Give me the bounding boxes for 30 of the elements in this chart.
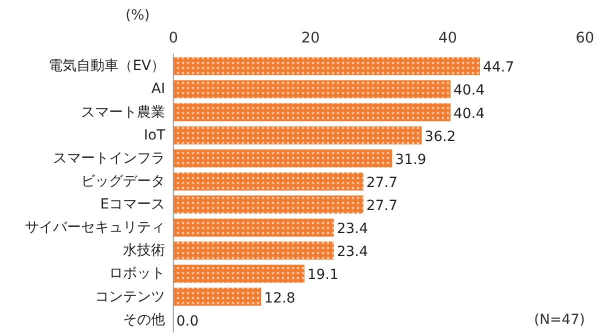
data-label: 27.7 xyxy=(366,174,398,191)
y-tick-label: AI xyxy=(151,81,166,98)
y-tick-label: IoT xyxy=(144,127,166,144)
y-tick-label: その他 xyxy=(123,312,166,328)
y-tick-label: コンテンツ xyxy=(95,288,166,305)
y-tick-label: スマートインフラ xyxy=(53,150,166,166)
data-label: 36.2 xyxy=(424,128,456,145)
data-label: 0.0 xyxy=(176,313,199,330)
data-label: 40.4 xyxy=(453,82,485,99)
x-tick-label: 0 xyxy=(168,30,178,46)
x-tick-label: 20 xyxy=(301,30,320,46)
x-axis-title: (%) xyxy=(126,8,150,24)
data-label: 31.9 xyxy=(395,152,426,168)
x-tick-label: 40 xyxy=(438,30,458,46)
y-tick-label: 電気自動車（EV） xyxy=(48,58,166,74)
y-tick-label: サイバーセキュリティ xyxy=(25,220,166,236)
data-label: 23.4 xyxy=(336,244,368,260)
data-label: 12.8 xyxy=(264,290,296,306)
data-label: 23.4 xyxy=(336,221,368,238)
data-label: 40.4 xyxy=(453,106,485,122)
y-tick-label: スマート農業 xyxy=(81,104,166,120)
y-tick-label: ビッグデータ xyxy=(81,173,166,190)
data-label: 19.1 xyxy=(307,267,339,284)
data-label: 27.7 xyxy=(366,198,398,214)
annotation: (N=47) xyxy=(534,312,585,328)
x-tick-label: 60 xyxy=(576,30,594,46)
y-tick-label: 水技術 xyxy=(123,242,166,259)
y-tick-label: ロボット xyxy=(109,266,166,282)
data-label: 44.7 xyxy=(482,60,514,76)
y-tick-label: Eコマース xyxy=(100,196,166,213)
